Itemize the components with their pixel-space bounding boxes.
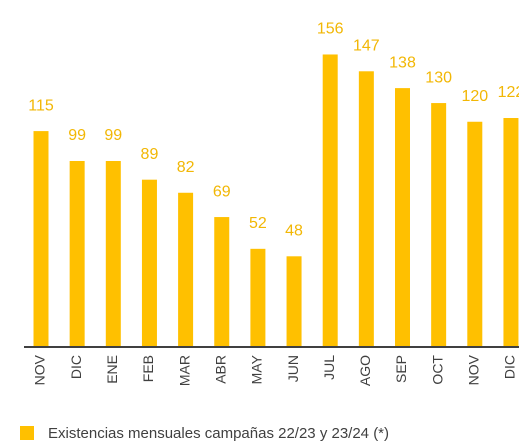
bar — [286, 256, 302, 346]
value-label: 156 — [317, 21, 344, 38]
x-tick-label: ABR — [212, 355, 228, 384]
bar — [250, 248, 266, 346]
value-label: 138 — [389, 54, 416, 71]
x-tick-label: JUL — [321, 355, 337, 380]
bar — [214, 217, 230, 346]
x-tick-label: ENE — [104, 355, 120, 384]
x-tick-label: OCT — [429, 355, 445, 385]
legend-label: Existencias mensuales campañas 22/23 y 2… — [48, 425, 389, 442]
value-label: 52 — [249, 215, 267, 232]
bar — [358, 71, 374, 346]
x-tick-label: NOV — [32, 354, 48, 385]
value-label: 122 — [498, 84, 519, 101]
x-tick-label: SEP — [393, 355, 409, 383]
bar — [105, 160, 121, 346]
bar — [141, 179, 157, 346]
value-label: 115 — [28, 97, 54, 114]
value-label: 130 — [425, 69, 452, 86]
legend-swatch — [20, 426, 34, 440]
bar — [69, 160, 85, 346]
bar — [467, 121, 483, 346]
value-label: 99 — [104, 127, 122, 144]
value-label: 82 — [177, 159, 195, 176]
value-label: 89 — [141, 146, 159, 163]
bar — [33, 131, 49, 346]
value-label: 69 — [213, 183, 231, 200]
x-tick-label: AGO — [357, 355, 373, 386]
value-label: 99 — [68, 127, 86, 144]
x-tick-label: JUN — [285, 355, 301, 382]
value-label: 147 — [353, 38, 380, 55]
bar — [503, 118, 519, 346]
bar — [431, 103, 447, 346]
x-tick-label: FEB — [140, 355, 156, 382]
value-label: 120 — [461, 88, 488, 105]
x-tick-label: MAY — [249, 354, 265, 384]
bar — [395, 88, 410, 347]
x-tick-label: DIC — [68, 355, 84, 379]
value-label: 48 — [285, 223, 303, 240]
bar — [322, 54, 338, 346]
x-tick-label: MAR — [176, 355, 192, 386]
bar — [178, 192, 194, 346]
x-tick-label: NOV — [466, 354, 482, 385]
x-tick-label: DIC — [502, 355, 518, 379]
